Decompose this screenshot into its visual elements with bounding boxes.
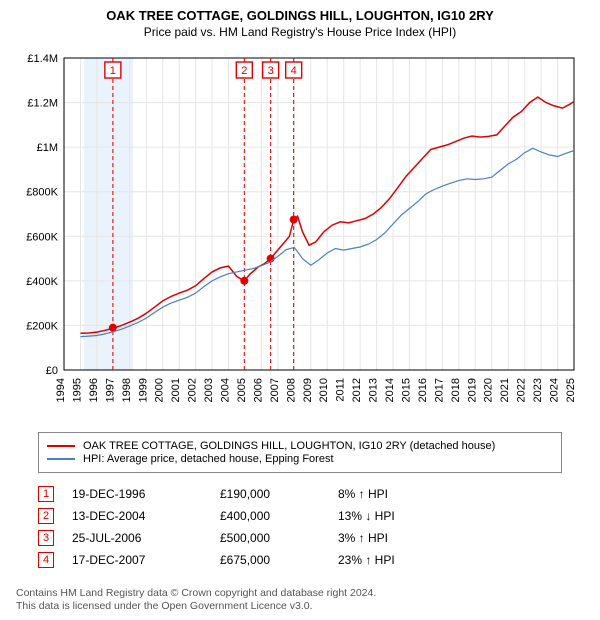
sale-row: 1 19-DEC-1996 £190,000 8% ↑ HPI <box>38 486 562 502</box>
legend-item: HPI: Average price, detached house, Eppi… <box>47 453 553 465</box>
svg-text:1: 1 <box>110 65 116 77</box>
price-chart: £0 £200K £400K £600K £800K £1M £1.2M £1.4M 1994 1… <box>16 52 584 422</box>
legend-label: OAK TREE COTTAGE, GOLDINGS HILL, LOUGHTO… <box>83 440 495 452</box>
svg-text:1995: 1995 <box>71 378 83 402</box>
sale-delta: 13% ↓ HPI <box>338 509 438 523</box>
svg-text:1999: 1999 <box>137 378 149 402</box>
sales-table: 1 19-DEC-1996 £190,000 8% ↑ HPI 2 13-DEC-2004… <box>38 480 562 574</box>
legend-item: OAK TREE COTTAGE, GOLDINGS HILL, LOUGHTO… <box>47 440 553 452</box>
svg-text:2019: 2019 <box>466 378 478 402</box>
svg-text:2003: 2003 <box>203 378 215 402</box>
svg-text:2021: 2021 <box>499 378 511 402</box>
svg-text:2004: 2004 <box>220 378 232 402</box>
sale-marker: 2 <box>38 508 54 524</box>
svg-text:2005: 2005 <box>236 378 248 402</box>
svg-text:£200K: £200K <box>26 320 58 332</box>
svg-text:1996: 1996 <box>88 378 100 402</box>
sale-price: £400,000 <box>220 509 320 523</box>
svg-text:£800K: £800K <box>26 187 58 199</box>
svg-text:2018: 2018 <box>450 378 462 402</box>
sale-price: £500,000 <box>220 531 320 545</box>
svg-text:2016: 2016 <box>417 378 429 402</box>
svg-text:2009: 2009 <box>302 378 314 402</box>
sale-date: 25-JUL-2006 <box>72 531 202 545</box>
footer: Contains HM Land Registry data © Crown c… <box>16 587 584 614</box>
svg-text:£0: £0 <box>46 365 58 377</box>
svg-text:2: 2 <box>241 65 247 77</box>
sale-row: 3 25-JUL-2006 £500,000 3% ↑ HPI <box>38 530 562 546</box>
svg-text:1998: 1998 <box>121 378 133 402</box>
chart-title: OAK TREE COTTAGE, GOLDINGS HILL, LOUGHTO… <box>0 8 600 23</box>
sale-date: 13-DEC-2004 <box>72 509 202 523</box>
svg-text:£1M: £1M <box>37 142 58 154</box>
svg-text:£400K: £400K <box>26 276 58 288</box>
svg-text:3: 3 <box>268 65 274 77</box>
svg-text:2017: 2017 <box>433 378 445 402</box>
sale-marker: 4 <box>38 552 54 568</box>
legend-swatch <box>47 458 75 460</box>
svg-text:2007: 2007 <box>269 378 281 402</box>
sale-delta: 23% ↑ HPI <box>338 553 438 567</box>
svg-text:2015: 2015 <box>400 378 412 402</box>
footer-line1: Contains HM Land Registry data © Crown c… <box>16 587 584 601</box>
sale-marker: 3 <box>38 530 54 546</box>
chart-area: £0 £200K £400K £600K £800K £1M £1.2M £1.4M 1994 1… <box>16 52 584 422</box>
svg-text:2020: 2020 <box>483 378 495 402</box>
legend-label: HPI: Average price, detached house, Eppi… <box>83 453 334 465</box>
svg-text:2014: 2014 <box>384 378 396 402</box>
sale-delta: 8% ↑ HPI <box>338 487 438 501</box>
svg-text:2008: 2008 <box>285 378 297 402</box>
chart-subtitle: Price paid vs. HM Land Registry's House … <box>0 25 600 39</box>
svg-text:2024: 2024 <box>549 378 561 402</box>
svg-text:2002: 2002 <box>187 378 199 402</box>
legend-swatch <box>47 445 75 447</box>
sale-row: 2 13-DEC-2004 £400,000 13% ↓ HPI <box>38 508 562 524</box>
sale-price: £190,000 <box>220 487 320 501</box>
svg-text:1994: 1994 <box>55 378 67 402</box>
svg-text:2013: 2013 <box>368 378 380 402</box>
svg-text:2025: 2025 <box>565 378 577 402</box>
svg-text:2012: 2012 <box>351 378 363 402</box>
sale-date: 19-DEC-1996 <box>72 487 202 501</box>
svg-text:2023: 2023 <box>532 378 544 402</box>
svg-text:£1.4M: £1.4M <box>27 53 58 65</box>
sale-price: £675,000 <box>220 553 320 567</box>
svg-text:4: 4 <box>291 65 297 77</box>
sale-date: 17-DEC-2007 <box>72 553 202 567</box>
sale-row: 4 17-DEC-2007 £675,000 23% ↑ HPI <box>38 552 562 568</box>
svg-text:2006: 2006 <box>252 378 264 402</box>
svg-text:£1.2M: £1.2M <box>27 98 58 110</box>
svg-text:2010: 2010 <box>318 378 330 402</box>
legend: OAK TREE COTTAGE, GOLDINGS HILL, LOUGHTO… <box>38 432 562 473</box>
svg-text:1997: 1997 <box>104 378 116 402</box>
sale-delta: 3% ↑ HPI <box>338 531 438 545</box>
sale-marker: 1 <box>38 486 54 502</box>
footer-line2: This data is licensed under the Open Gov… <box>16 600 584 614</box>
svg-text:2001: 2001 <box>170 378 182 402</box>
svg-text:2000: 2000 <box>154 378 166 402</box>
svg-text:2011: 2011 <box>335 378 347 402</box>
svg-text:£600K: £600K <box>26 231 58 243</box>
svg-text:2022: 2022 <box>516 378 528 402</box>
